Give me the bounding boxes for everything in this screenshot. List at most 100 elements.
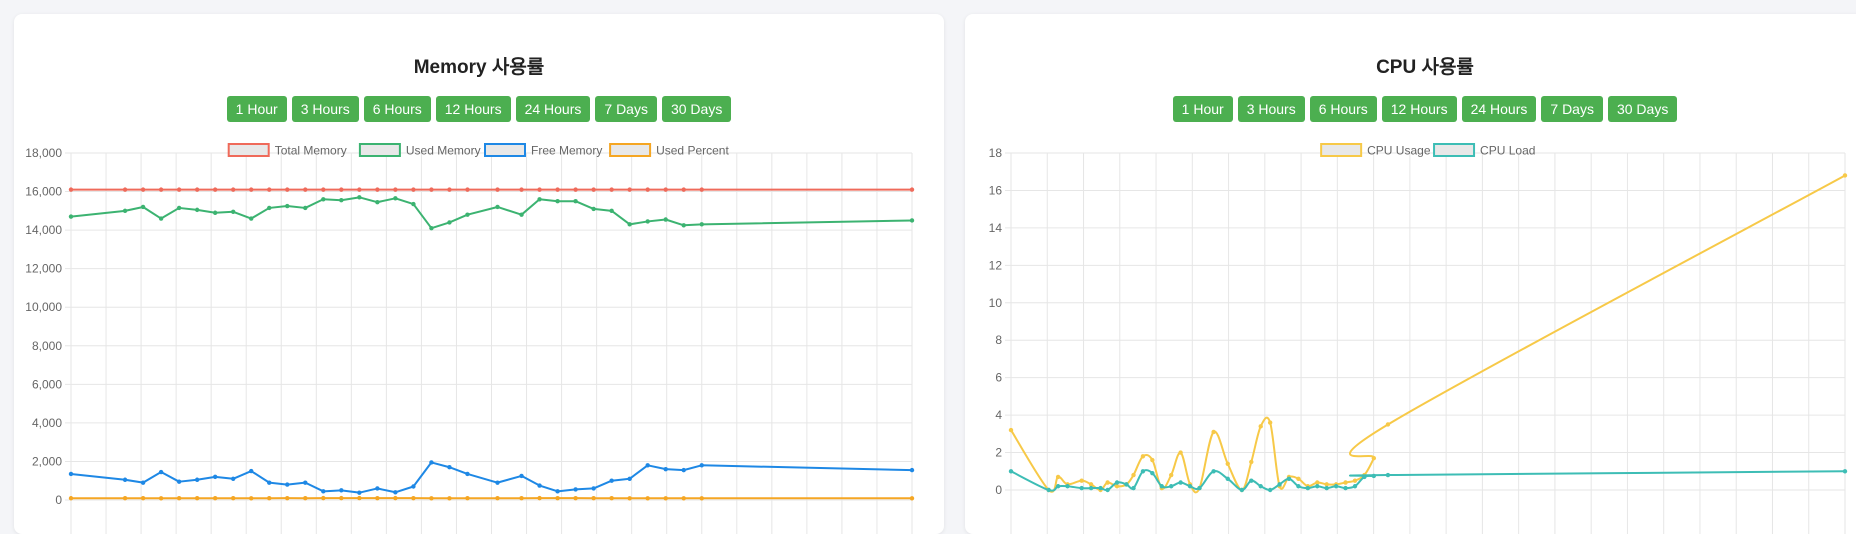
memory-series-free-memory-point <box>519 474 523 478</box>
cpu-series-cpu-usage-point <box>1105 480 1109 484</box>
memory-range-12-hours-button[interactable]: 12 Hours <box>436 96 511 122</box>
cpu-range-30-days-button[interactable]: 30 Days <box>1608 96 1677 122</box>
cpu-legend-item-cpu-load: CPU Load <box>1434 144 1535 158</box>
memory-series-total-memory-point <box>393 187 397 191</box>
memory-series-used-memory-point <box>339 198 343 202</box>
cpu-series-cpu-usage-point <box>1169 473 1173 477</box>
cpu-title: CPU 사용률 <box>965 52 1856 79</box>
memory-range-6-hours-button[interactable]: 6 Hours <box>364 96 431 122</box>
memory-series-free-memory-point <box>69 472 73 476</box>
memory-series-used-memory-point <box>700 222 704 226</box>
memory-series-used-memory-point <box>609 209 613 213</box>
cpu-y-tick-label: 0 <box>995 483 1002 497</box>
memory-series-free-memory-point <box>213 475 217 479</box>
memory-series-used-memory-point <box>645 219 649 223</box>
memory-y-tick-label: 12,000 <box>25 262 62 276</box>
cpu-series-cpu-usage-point <box>1843 173 1847 177</box>
memory-series-used-memory-point <box>249 216 253 220</box>
memory-series-free-memory-point <box>447 465 451 469</box>
memory-series-used-percent-point <box>429 496 433 500</box>
memory-series-total-memory-point <box>682 187 686 191</box>
memory-series-used-percent-point <box>411 496 415 500</box>
memory-legend-swatch <box>610 144 650 156</box>
memory-range-30-days-button[interactable]: 30 Days <box>662 96 731 122</box>
memory-series-used-memory-point <box>141 205 145 209</box>
memory-series-used-percent-point <box>141 496 145 500</box>
memory-series-total-memory-point <box>537 187 541 191</box>
memory-range-1-hour-button[interactable]: 1 Hour <box>227 96 287 122</box>
cpu-y-tick-label: 10 <box>989 296 1003 310</box>
cpu-series-cpu-load-point <box>1089 486 1093 490</box>
cpu-series-cpu-load-point <box>1353 484 1357 488</box>
cpu-series-cpu-load-point <box>1124 482 1128 486</box>
cpu-series-cpu-load-point <box>1386 473 1390 477</box>
cpu-series-cpu-usage-point <box>1178 450 1182 454</box>
memory-series-total-memory-point <box>69 187 73 191</box>
memory-series-used-memory-point <box>465 212 469 216</box>
memory-series-total-memory-point <box>339 187 343 191</box>
memory-series-free-memory-point <box>159 470 163 474</box>
memory-series-free-memory-point <box>591 486 595 490</box>
cpu-series-cpu-load-point <box>1009 469 1013 473</box>
memory-series-total-memory-point <box>123 187 127 191</box>
memory-range-7-days-button[interactable]: 7 Days <box>595 96 657 122</box>
cpu-legend-swatch <box>1434 144 1474 156</box>
cpu-series-cpu-load-point <box>1188 484 1192 488</box>
memory-series-used-percent-point <box>375 496 379 500</box>
cpu-series-cpu-usage-point <box>1386 422 1390 426</box>
memory-series-total-memory-point <box>645 187 649 191</box>
memory-series-used-memory-point <box>555 199 559 203</box>
memory-series-used-percent-point <box>159 496 163 500</box>
memory-series-used-memory-point <box>285 204 289 208</box>
memory-series-used-percent-point <box>267 496 271 500</box>
cpu-series-cpu-usage-point <box>1353 478 1357 482</box>
cpu-legend-label: CPU Load <box>1480 144 1535 158</box>
memory-series-free-memory-point <box>141 480 145 484</box>
memory-y-tick-label: 0 <box>55 493 62 507</box>
memory-series-free-memory-point <box>393 490 397 494</box>
cpu-y-tick-label: 12 <box>989 258 1003 272</box>
memory-series-used-memory-point <box>910 218 914 222</box>
cpu-series-cpu-load-point <box>1296 484 1300 488</box>
memory-series-total-memory-point <box>285 187 289 191</box>
memory-legend-swatch <box>485 144 525 156</box>
cpu-series-cpu-usage-point <box>1372 456 1376 460</box>
memory-series-used-percent-point <box>465 496 469 500</box>
cpu-series-cpu-usage-point <box>1315 480 1319 484</box>
memory-series-free-memory-point <box>357 490 361 494</box>
cpu-range-24-hours-button[interactable]: 24 Hours <box>1462 96 1537 122</box>
memory-legend-swatch <box>360 144 400 156</box>
memory-series-total-memory-point <box>627 187 631 191</box>
memory-series-total-memory-point <box>357 187 361 191</box>
memory-series-total-memory-point <box>249 187 253 191</box>
cpu-range-1-hour-button[interactable]: 1 Hour <box>1173 96 1233 122</box>
memory-series-free-memory-point <box>609 479 613 483</box>
memory-series-total-memory-point <box>195 187 199 191</box>
memory-series-used-memory-point <box>123 209 127 213</box>
memory-range-3-hours-button[interactable]: 3 Hours <box>292 96 359 122</box>
memory-series-total-memory-point <box>429 187 433 191</box>
cpu-series-cpu-load-point <box>1240 488 1244 492</box>
memory-series-total-memory-point <box>609 187 613 191</box>
cpu-range-3-hours-button[interactable]: 3 Hours <box>1238 96 1305 122</box>
cpu-series-cpu-usage-point <box>1141 454 1145 458</box>
cpu-series-cpu-load-point <box>1372 474 1376 478</box>
memory-series-used-memory-point <box>267 206 271 210</box>
memory-series-free-memory-point <box>249 469 253 473</box>
cpu-range-7-days-button[interactable]: 7 Days <box>1541 96 1603 122</box>
memory-series-used-memory-point <box>213 211 217 215</box>
cpu-y-tick-label: 4 <box>995 408 1002 422</box>
memory-series-total-memory-point <box>411 187 415 191</box>
cpu-range-12-hours-button[interactable]: 12 Hours <box>1382 96 1457 122</box>
memory-series-used-percent-point <box>285 496 289 500</box>
cpu-series-cpu-load-point <box>1105 488 1109 492</box>
cpu-series-cpu-usage-point <box>1079 478 1083 482</box>
memory-series-used-percent-point <box>700 496 704 500</box>
cpu-range-6-hours-button[interactable]: 6 Hours <box>1310 96 1377 122</box>
memory-range-24-hours-button[interactable]: 24 Hours <box>516 96 591 122</box>
cpu-series-cpu-load-point <box>1056 484 1060 488</box>
memory-series-total-memory-point <box>591 187 595 191</box>
memory-series-free-memory-point <box>682 468 686 472</box>
